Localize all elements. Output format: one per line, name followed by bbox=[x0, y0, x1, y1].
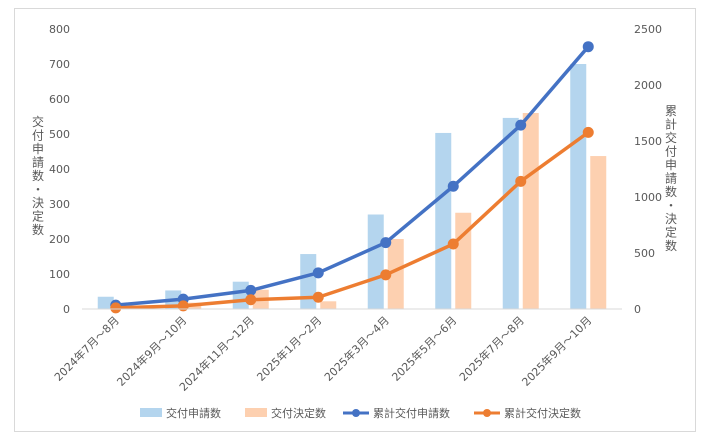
point-series1-4 bbox=[312, 267, 324, 279]
point-series2-7 bbox=[515, 175, 527, 187]
legend-label-1: 交付申請数 bbox=[166, 406, 221, 420]
y-left-tick-100: 100 bbox=[49, 268, 70, 281]
y-right-tick-1000: 1000 bbox=[634, 191, 662, 204]
y-right-tick-2000: 2000 bbox=[634, 79, 662, 92]
bar-series1-7 bbox=[502, 117, 519, 310]
point-series1-8 bbox=[582, 41, 594, 53]
legend: 交付申請数 交付決定数 累計交付申請数 累計交付決定数 bbox=[140, 406, 581, 420]
y-left-tick-0: 0 bbox=[63, 303, 70, 316]
x-axis-ticks: 2024年7月～8月2024年9月～10月2024年11月～12月2025年1月… bbox=[51, 313, 594, 394]
bar-series2-5 bbox=[387, 239, 404, 309]
x-tick-6: 2025年5月～6月 bbox=[389, 313, 460, 384]
legend-marker-4 bbox=[483, 409, 491, 417]
legend-swatch-1 bbox=[140, 408, 162, 417]
point-series2-3 bbox=[245, 294, 257, 306]
point-series2-2 bbox=[177, 300, 189, 312]
legend-swatch-2 bbox=[245, 408, 267, 417]
y-left-tick-700: 700 bbox=[49, 58, 70, 71]
bar-series1-1 bbox=[97, 296, 114, 309]
lines-layer bbox=[110, 41, 594, 314]
y-left-tick-500: 500 bbox=[49, 128, 70, 141]
bar-series1-8 bbox=[570, 64, 587, 309]
y-axis-left-title: 交付申請数・決定数 bbox=[32, 114, 44, 237]
point-series2-1 bbox=[110, 302, 122, 314]
x-tick-5: 2025年3月～4月 bbox=[321, 313, 392, 384]
bar-series2-7 bbox=[522, 113, 539, 309]
point-series1-5 bbox=[380, 237, 392, 249]
x-tick-4: 2025年1月～2月 bbox=[254, 313, 325, 384]
x-tick-2: 2024年9月～10月 bbox=[114, 313, 190, 389]
y-left-tick-200: 200 bbox=[49, 233, 70, 246]
x-tick-3: 2024年11月～12月 bbox=[176, 313, 257, 394]
y-left-tick-400: 400 bbox=[49, 163, 70, 176]
bars-layer bbox=[97, 64, 607, 310]
legend-label-3: 累計交付申請数 bbox=[373, 406, 450, 420]
point-series2-5 bbox=[380, 269, 392, 281]
point-series1-7 bbox=[515, 119, 527, 131]
bar-series1-4 bbox=[300, 254, 317, 309]
legend-label-4: 累計交付決定数 bbox=[504, 406, 581, 420]
x-tick-1: 2024年7月～8月 bbox=[51, 313, 122, 384]
line-series1 bbox=[114, 44, 590, 307]
y-left-tick-600: 600 bbox=[49, 93, 70, 106]
y-left-tick-300: 300 bbox=[49, 198, 70, 211]
y-left-tick-800: 800 bbox=[49, 23, 70, 36]
y-right-tick-2500: 2500 bbox=[634, 23, 662, 36]
point-series2-6 bbox=[447, 238, 459, 250]
x-tick-8: 2025年9月～10月 bbox=[519, 313, 595, 389]
y-right-tick-0: 0 bbox=[634, 303, 641, 316]
y-axis-left-ticks: 0 100 200 300 400 500 600 700 800 bbox=[49, 23, 70, 316]
point-series1-6 bbox=[447, 180, 459, 192]
bar-series2-4 bbox=[320, 301, 337, 309]
y-axis-right-ticks: 0 500 1000 1500 2000 2500 bbox=[634, 23, 662, 316]
legend-label-2: 交付決定数 bbox=[271, 406, 326, 420]
bar-series1-5 bbox=[367, 214, 384, 309]
y-right-tick-1500: 1500 bbox=[634, 135, 662, 148]
legend-marker-3 bbox=[352, 409, 360, 417]
bar-series1-6 bbox=[435, 132, 452, 309]
bar-series1-3 bbox=[232, 281, 249, 309]
y-axis-right-title: 累計交付申請数・決定数 bbox=[665, 104, 677, 253]
point-series2-8 bbox=[582, 126, 594, 138]
y-right-tick-500: 500 bbox=[634, 247, 655, 260]
point-series1-3 bbox=[245, 284, 257, 296]
x-tick-7: 2025年7月～8月 bbox=[456, 313, 527, 384]
bar-series2-8 bbox=[590, 156, 607, 309]
point-series2-4 bbox=[312, 291, 324, 303]
line-series2 bbox=[114, 130, 590, 310]
